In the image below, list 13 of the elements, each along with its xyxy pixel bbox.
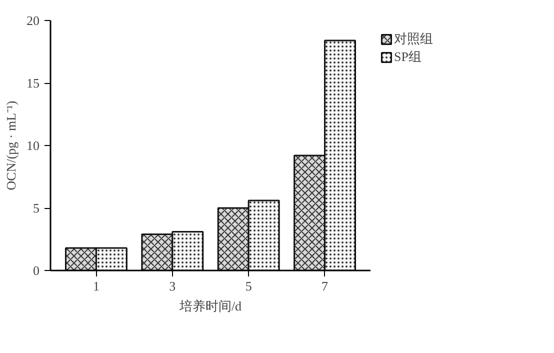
legend-label: 对照组 bbox=[394, 30, 433, 48]
x-tick-label: 5 bbox=[245, 278, 252, 294]
x-tick-label: 3 bbox=[169, 278, 176, 294]
y-axis-title: OCN/(pg · mL⁻¹) bbox=[4, 100, 18, 190]
y-tick-label: 0 bbox=[33, 263, 40, 278]
y-tick-label: 20 bbox=[26, 13, 40, 28]
y-tick-label: 5 bbox=[33, 200, 40, 216]
y-tick-label: 10 bbox=[26, 138, 40, 153]
legend-label: SP组 bbox=[394, 48, 422, 66]
x-tick-label: 7 bbox=[322, 278, 329, 294]
x-axis-title: 培养时间/d bbox=[178, 298, 242, 314]
y-tick-label: 15 bbox=[26, 76, 40, 90]
x-tick-label: 1 bbox=[92, 278, 100, 294]
